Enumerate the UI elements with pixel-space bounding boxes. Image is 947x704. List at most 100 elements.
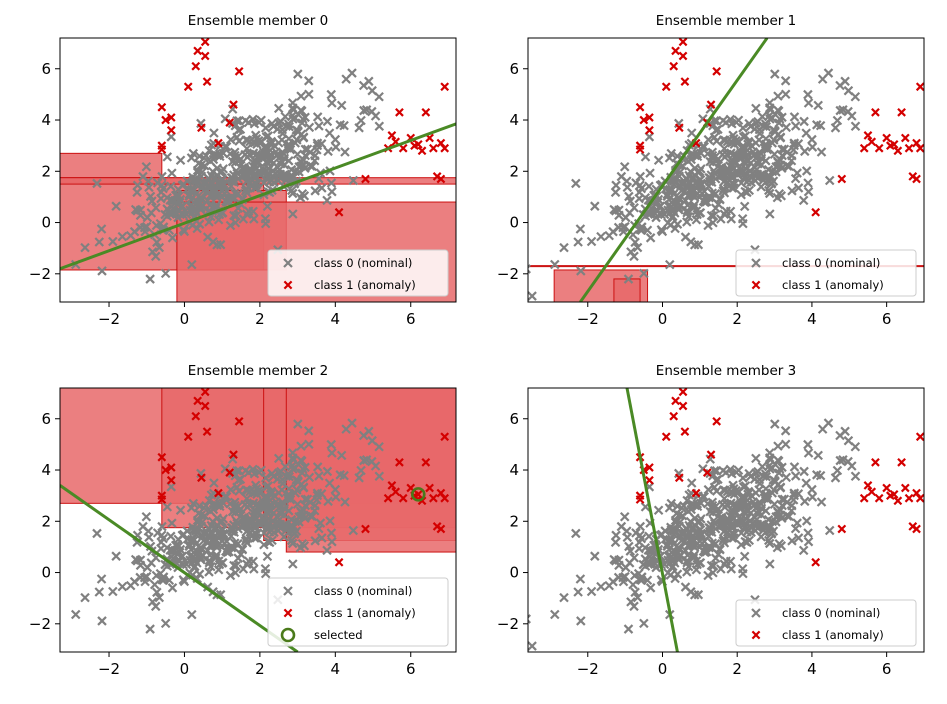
nominal-point [744, 468, 754, 479]
nominal-point [575, 574, 586, 584]
nominal-point [765, 559, 775, 569]
nominal-point [147, 597, 158, 607]
nominal-point [781, 122, 792, 133]
nominal-point [300, 494, 311, 505]
nominal-point [775, 133, 786, 143]
nominal-point [777, 494, 787, 505]
nominal-point [739, 551, 750, 562]
x-tick-label: −2 [577, 660, 599, 678]
nominal-point [770, 419, 780, 429]
nominal-point [559, 242, 569, 253]
nominal-point [173, 212, 183, 223]
nominal-point [793, 183, 804, 193]
nominal-point [290, 138, 301, 148]
nominal-point [80, 242, 90, 253]
nominal-point [686, 190, 697, 200]
nominal-point [257, 150, 268, 161]
nominal-point [677, 511, 688, 521]
nominal-point [372, 370, 380, 378]
nominal-point [225, 134, 236, 145]
anomaly-point [882, 133, 892, 143]
nominal-point [635, 180, 645, 191]
nominal-point [749, 150, 759, 160]
nominal-point [670, 223, 680, 234]
nominal-point [789, 112, 800, 122]
nominal-point [769, 149, 780, 159]
nominal-point [780, 426, 791, 436]
nominal-point [719, 559, 730, 569]
nominal-point [622, 182, 633, 193]
nominal-point [699, 491, 710, 502]
nominal-point [191, 526, 201, 536]
anomaly-point [202, 427, 212, 436]
nominal-point [692, 176, 703, 187]
nominal-point [715, 194, 725, 205]
plot-area [528, 38, 924, 302]
nominal-point [779, 144, 790, 155]
nominal-point [322, 545, 332, 556]
nominal-point [370, 461, 381, 471]
nominal-point [212, 513, 222, 523]
anomaly-point [200, 388, 210, 397]
nominal-point [160, 209, 170, 220]
nominal-point [697, 538, 707, 548]
nominal-point [162, 152, 173, 162]
nominal-point [707, 147, 718, 158]
nominal-point [111, 551, 121, 561]
nominal-point [824, 175, 835, 186]
nominal-point [175, 505, 186, 515]
nominal-point [231, 165, 242, 176]
nominal-point [671, 200, 681, 210]
nominal-point [756, 149, 767, 159]
nominal-point [704, 176, 715, 187]
nominal-point [156, 543, 166, 554]
nominal-point [322, 195, 332, 206]
nominal-point [764, 110, 775, 121]
nominal-point [215, 179, 226, 190]
nominal-point [764, 453, 775, 463]
nominal-point [692, 501, 703, 512]
nominal-point [823, 68, 834, 78]
nominal-point [145, 274, 155, 284]
nominal-point [659, 209, 670, 220]
nominal-point [767, 488, 778, 498]
nominal-point [370, 111, 381, 121]
legend-nominal-marker [751, 258, 761, 268]
nominal-point [322, 116, 333, 127]
nominal-point [277, 522, 287, 533]
nominal-point [708, 211, 719, 221]
nominal-point [253, 157, 264, 167]
nominal-point [138, 171, 148, 182]
nominal-point [635, 521, 646, 532]
anomaly-point [229, 450, 238, 460]
nominal-point [843, 85, 854, 96]
nominal-point [674, 193, 684, 203]
anomaly-point [440, 143, 450, 153]
nominal-point [848, 370, 856, 378]
selected-point [410, 487, 426, 502]
nominal-point [354, 473, 364, 483]
nominal-point [630, 237, 640, 248]
nominal-point [294, 512, 304, 522]
nominal-point [213, 564, 224, 575]
nominal-point [340, 147, 350, 157]
nominal-point [206, 527, 216, 538]
nominal-point [260, 473, 271, 483]
nominal-point [147, 247, 158, 257]
nominal-point [789, 138, 800, 149]
nominal-point [586, 586, 597, 597]
nominal-point [374, 471, 385, 482]
nominal-point [744, 521, 755, 531]
nominal-point [835, 430, 845, 441]
anomaly-point [391, 487, 401, 497]
nominal-point [704, 526, 715, 537]
nominal-point [682, 557, 692, 568]
nominal-point [789, 140, 799, 151]
nominal-point [710, 553, 721, 563]
legend-label: class 1 (anomaly) [314, 278, 416, 292]
nominal-point [751, 488, 761, 498]
nominal-point [528, 641, 537, 651]
nominal-point [206, 190, 217, 200]
nominal-point [629, 202, 639, 213]
nominal-point [267, 521, 277, 531]
